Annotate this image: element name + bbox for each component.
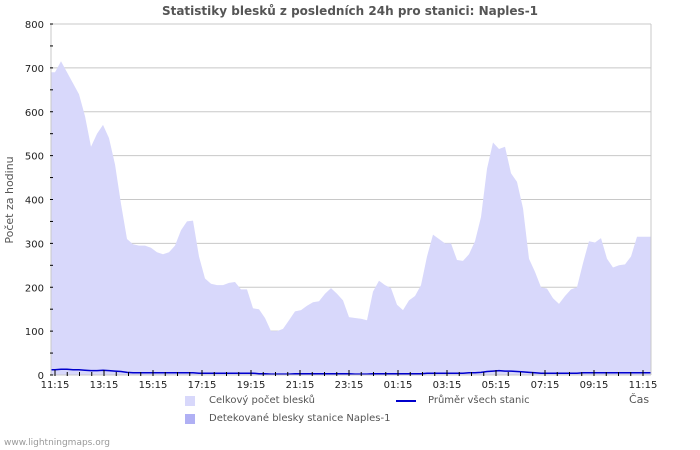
x-axis-ticks: 11:15 13:15 15:15 17:15 19:15 21:15 23:15 01:15…: [41, 370, 658, 391]
legend-total-swatch: [185, 395, 195, 406]
legend-average: Průměr všech stanic: [396, 395, 530, 406]
svg-text:800: 800: [25, 20, 44, 31]
svg-text:01:15: 01:15: [384, 380, 413, 391]
svg-text:15:15: 15:15: [139, 380, 168, 391]
svg-text:13:15: 13:15: [90, 380, 119, 391]
y-axis-ticks: 0 100 200 300 400 500 600 700 800: [25, 20, 53, 382]
svg-text:05:15: 05:15: [482, 380, 511, 391]
legend-total-label: Celkový počet blesků: [209, 395, 316, 406]
svg-text:11:15: 11:15: [41, 380, 70, 391]
svg-text:700: 700: [25, 64, 44, 75]
legend-total: Celkový počet blesků: [185, 395, 315, 406]
svg-text:11:15: 11:15: [629, 380, 658, 391]
legend-station-swatch: [185, 413, 195, 424]
svg-text:400: 400: [25, 196, 44, 207]
svg-text:23:15: 23:15: [335, 380, 364, 391]
svg-text:0: 0: [38, 371, 44, 382]
svg-text:03:15: 03:15: [433, 380, 462, 391]
total-strikes-area: [51, 61, 651, 376]
svg-text:200: 200: [25, 283, 44, 294]
legend-average-swatch: [396, 399, 416, 402]
chart-title: Statistiky blesků z posledních 24h pro s…: [161, 4, 539, 18]
legend-station: Detekované blesky stanice Naples-1: [185, 413, 390, 424]
y-axis-label: Počet za hodinu: [3, 156, 16, 243]
x-axis-label: Čas: [629, 393, 650, 406]
legend-average-label: Průměr všech stanic: [428, 395, 530, 406]
svg-text:19:15: 19:15: [237, 380, 266, 391]
svg-text:100: 100: [25, 327, 44, 338]
legend-station-label: Detekované blesky stanice Naples-1: [209, 413, 391, 424]
svg-text:07:15: 07:15: [531, 380, 560, 391]
svg-text:600: 600: [25, 108, 44, 119]
svg-text:09:15: 09:15: [580, 380, 609, 391]
svg-text:500: 500: [25, 152, 44, 163]
svg-text:21:15: 21:15: [286, 380, 315, 391]
svg-text:300: 300: [25, 239, 44, 250]
svg-text:17:15: 17:15: [188, 380, 217, 391]
footer-link[interactable]: www.lightningmaps.org: [4, 438, 110, 448]
